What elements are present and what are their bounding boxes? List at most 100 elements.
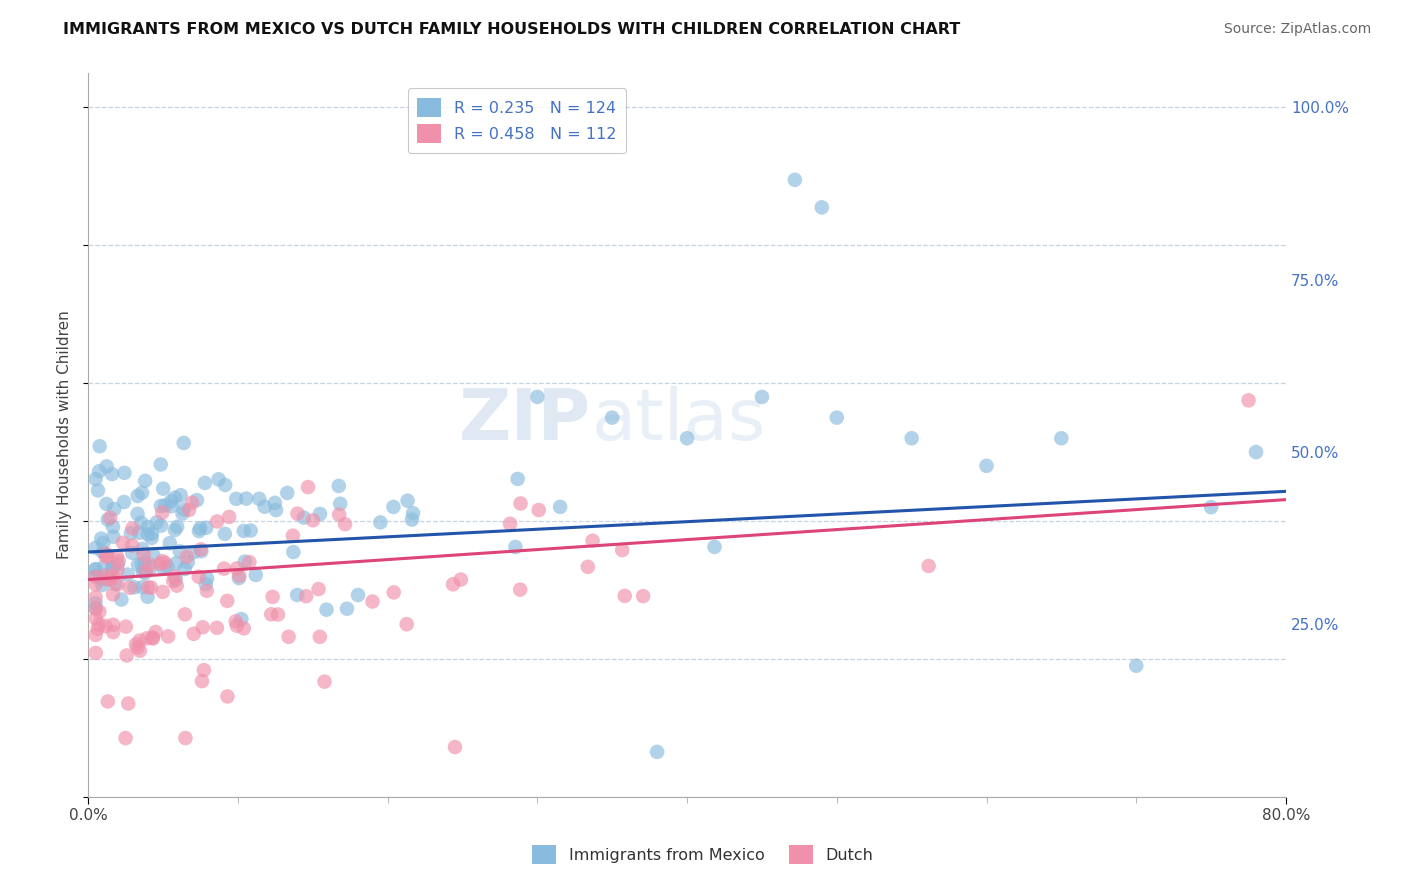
- Point: [89, 605, 111, 619]
- Point: [97, 694, 120, 708]
- Point: [84, 562, 107, 576]
- Point: [253, 500, 276, 514]
- Point: [1125, 658, 1147, 673]
- Point: [548, 500, 571, 514]
- Text: Source: ZipAtlas.com: Source: ZipAtlas.com: [1223, 22, 1371, 37]
- Point: [94, 619, 117, 633]
- Point: [238, 555, 260, 569]
- Point: [101, 625, 124, 640]
- Point: [336, 601, 359, 615]
- Point: [103, 530, 125, 544]
- Point: [183, 545, 205, 559]
- Point: [225, 618, 247, 632]
- Point: [165, 557, 187, 571]
- Point: [207, 472, 229, 486]
- Point: [703, 540, 725, 554]
- Point: [134, 555, 156, 569]
- Point: [138, 558, 160, 572]
- Point: [186, 493, 208, 508]
- Point: [302, 513, 325, 527]
- Point: [976, 458, 998, 473]
- Point: [121, 546, 143, 560]
- Point: [129, 516, 152, 530]
- Point: [100, 572, 122, 586]
- Point: [89, 439, 111, 453]
- Point: [112, 495, 135, 509]
- Point: [195, 571, 218, 585]
- Point: [163, 569, 186, 583]
- Point: [84, 601, 107, 615]
- Point: [328, 479, 350, 493]
- Point: [239, 524, 262, 538]
- Point: [191, 620, 214, 634]
- Point: [825, 410, 848, 425]
- Point: [165, 573, 187, 587]
- Point: [136, 580, 159, 594]
- Point: [276, 486, 298, 500]
- Point: [225, 561, 247, 575]
- Point: [84, 591, 107, 605]
- Point: [132, 548, 155, 562]
- Point: [315, 602, 337, 616]
- Point: [382, 500, 405, 514]
- Point: [131, 565, 153, 579]
- Point: [217, 594, 239, 608]
- Point: [214, 527, 236, 541]
- Point: [141, 531, 163, 545]
- Point: [235, 491, 257, 506]
- Point: [139, 581, 162, 595]
- Point: [150, 506, 173, 520]
- Point: [136, 590, 159, 604]
- Point: [264, 503, 287, 517]
- Point: [509, 582, 531, 597]
- Point: [811, 200, 834, 214]
- Point: [177, 503, 200, 517]
- Point: [111, 536, 134, 550]
- Point: [142, 632, 165, 646]
- Point: [444, 739, 467, 754]
- Point: [89, 464, 111, 478]
- Point: [187, 524, 209, 538]
- Point: [917, 559, 939, 574]
- Point: [124, 580, 146, 594]
- Point: [101, 561, 124, 575]
- Point: [174, 731, 197, 745]
- Point: [370, 516, 392, 530]
- Point: [613, 589, 636, 603]
- Point: [333, 517, 356, 532]
- Point: [150, 554, 173, 568]
- Point: [506, 472, 529, 486]
- Point: [84, 541, 107, 555]
- Point: [115, 620, 138, 634]
- Point: [183, 627, 205, 641]
- Point: [94, 569, 117, 583]
- Point: [277, 630, 299, 644]
- Point: [169, 544, 191, 558]
- Point: [94, 547, 117, 561]
- Point: [159, 536, 181, 550]
- Point: [84, 646, 107, 660]
- Point: [228, 569, 250, 583]
- Point: [232, 524, 254, 538]
- Point: [107, 558, 129, 572]
- Point: [87, 483, 110, 498]
- Point: [173, 502, 195, 516]
- Point: [117, 697, 139, 711]
- Point: [174, 607, 197, 622]
- Point: [676, 431, 699, 445]
- Point: [114, 466, 136, 480]
- Point: [110, 592, 132, 607]
- Point: [1199, 500, 1222, 515]
- Point: [214, 478, 236, 492]
- Point: [101, 467, 124, 481]
- Point: [181, 495, 204, 509]
- Point: [128, 525, 150, 540]
- Point: [600, 410, 623, 425]
- Point: [152, 561, 174, 575]
- Point: [153, 556, 176, 570]
- Point: [127, 489, 149, 503]
- Point: [1237, 393, 1260, 408]
- Point: [509, 496, 531, 510]
- Point: [136, 527, 159, 541]
- Point: [308, 630, 330, 644]
